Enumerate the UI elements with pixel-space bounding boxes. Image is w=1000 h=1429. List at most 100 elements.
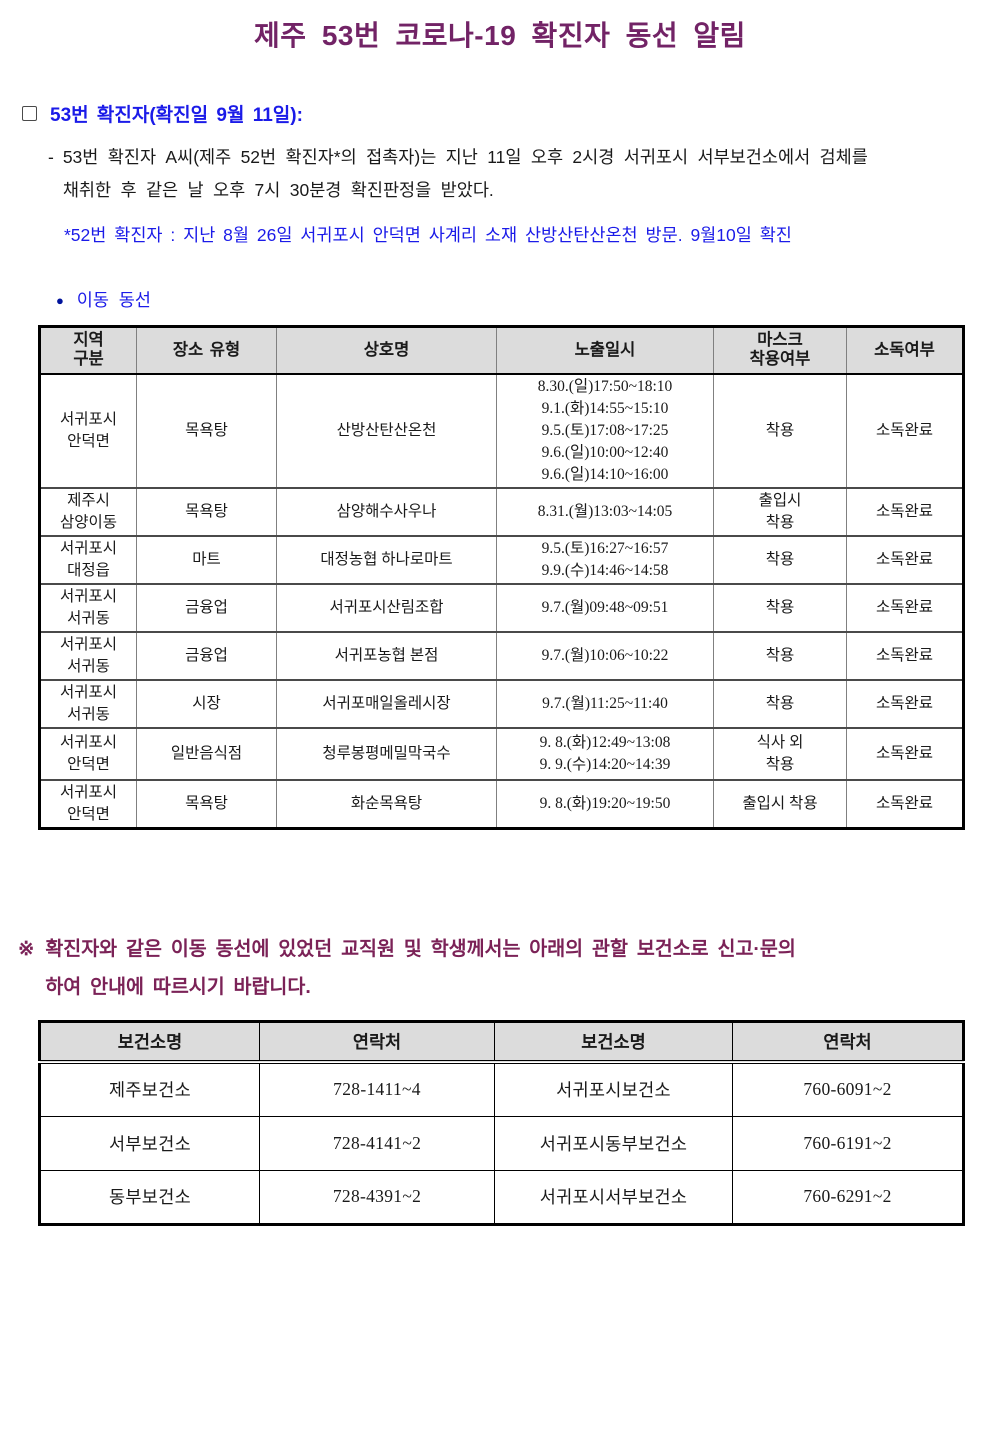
- reference-mark-icon: ※: [18, 937, 35, 960]
- document-page: { "title": "제주 53번 코로나-19 확진자 동선 알림", "c…: [0, 14, 1000, 1429]
- route-cell-mask: 출입시 착용: [713, 778, 847, 829]
- contact-center-name: 서귀포시보건소: [494, 1061, 733, 1117]
- contact-col-center-2: 보건소명: [494, 1020, 733, 1064]
- case-footnote: *52번 확진자 : 지난 8월 26일 서귀포시 안덕면 사계리 소재 산방산…: [64, 225, 792, 245]
- contact-col-phone-1: 연락처: [259, 1020, 495, 1064]
- route-cell-area: 서귀포시 안덕면: [39, 726, 137, 780]
- contact-phone: 760-6291~2: [732, 1169, 964, 1225]
- route-row: 서귀포시 서귀동 금융업 서귀포시산림조합 9.7.(월)09:48~09:51…: [39, 582, 964, 632]
- dash-marker: -: [48, 147, 54, 167]
- route-label-text: 이동 동선: [76, 290, 151, 310]
- contact-phone: 760-6091~2: [732, 1061, 964, 1117]
- route-cell-disinfect: 소독완료: [846, 486, 964, 536]
- contact-center-name: 서부보건소: [39, 1115, 260, 1171]
- case-heading: 53번 확진자(확진일 9월 11일):: [22, 100, 1000, 127]
- route-cell-name: 대정농협 하나로마트: [276, 534, 497, 584]
- route-cell-dates: 9. 8.(화)19:20~19:50: [496, 778, 714, 829]
- route-cell-type: 금융업: [136, 630, 277, 680]
- route-cell-disinfect: 소독완료: [846, 726, 964, 780]
- route-cell-name: 청루봉평메밀막국수: [276, 726, 497, 780]
- route-cell-disinfect: 소독완료: [846, 582, 964, 632]
- route-cell-disinfect: 소독완료: [846, 372, 964, 488]
- route-cell-dates: 9.5.(토)16:27~16:57 9.9.(수)14:46~14:58: [496, 534, 714, 584]
- route-cell-name: 서귀포매일올레시장: [276, 678, 497, 728]
- route-cell-dates: 8.30.(일)17:50~18:10 9.1.(화)14:55~15:10 9…: [496, 372, 714, 488]
- route-cell-mask: 착용: [713, 372, 847, 488]
- case-body: - 53번 확진자 A씨(제주 52번 확진자*의 접촉자)는 지난 11일 오…: [48, 141, 976, 207]
- route-col-area: 지역 구분: [39, 326, 137, 375]
- route-section-label: ● 이동 동선: [56, 287, 1000, 312]
- route-col-disinfect: 소독여부: [846, 326, 964, 375]
- route-cell-type: 목욕탕: [136, 778, 277, 829]
- route-cell-disinfect: 소독완료: [846, 678, 964, 728]
- route-cell-area: 제주시 삼양이동: [39, 486, 137, 536]
- route-row: 서귀포시 안덕면 목욕탕 산방산탄산온천 8.30.(일)17:50~18:10…: [39, 372, 964, 488]
- notice: ※ 확진자와 같은 이동 동선에 있었던 교직원 및 학생께서는 아래의 관할 …: [18, 930, 972, 1006]
- route-cell-area: 서귀포시 안덕면: [39, 372, 137, 488]
- route-cell-mask: 착용: [713, 630, 847, 680]
- route-cell-type: 시장: [136, 678, 277, 728]
- route-table: 지역 구분 장소 유형 상호명 노출일시 마스크 착용여부 소독여부 서귀포시 …: [38, 325, 965, 830]
- route-cell-type: 목욕탕: [136, 486, 277, 536]
- contact-row: 동부보건소 728-4391~2 서귀포시서부보건소 760-6291~2: [39, 1169, 964, 1225]
- route-cell-name: 산방산탄산온천: [276, 372, 497, 488]
- contact-phone: 728-4141~2: [259, 1115, 495, 1171]
- route-col-mask: 마스크 착용여부: [713, 326, 847, 375]
- contact-header-row: 보건소명 연락처 보건소명 연락처: [39, 1020, 964, 1064]
- route-cell-mask: 착용: [713, 582, 847, 632]
- route-cell-name: 화순목욕탕: [276, 778, 497, 829]
- checkbox-icon: [22, 106, 37, 121]
- route-cell-dates: 9.7.(월)10:06~10:22: [496, 630, 714, 680]
- route-cell-disinfect: 소독완료: [846, 534, 964, 584]
- route-col-type: 장소 유형: [136, 326, 277, 375]
- contact-center-name: 동부보건소: [39, 1169, 260, 1225]
- route-cell-name: 서귀포농협 본점: [276, 630, 497, 680]
- case-heading-label: 53번 확진자(확진일 9월 11일):: [50, 105, 303, 126]
- route-cell-mask: 식사 외 착용: [713, 726, 847, 780]
- route-cell-area: 서귀포시 안덕면: [39, 778, 137, 829]
- contact-phone: 728-4391~2: [259, 1169, 495, 1225]
- route-cell-mask: 착용: [713, 678, 847, 728]
- route-cell-name: 삼양해수사우나: [276, 486, 497, 536]
- route-row: 서귀포시 안덕면 일반음식점 청루봉평메밀막국수 9. 8.(화)12:49~1…: [39, 726, 964, 780]
- route-row: 서귀포시 서귀동 금융업 서귀포농협 본점 9.7.(월)10:06~10:22…: [39, 630, 964, 680]
- contact-row: 제주보건소 728-1411~4 서귀포시보건소 760-6091~2: [39, 1061, 964, 1117]
- route-cell-type: 일반음식점: [136, 726, 277, 780]
- route-cell-disinfect: 소독완료: [846, 778, 964, 829]
- route-cell-disinfect: 소독완료: [846, 630, 964, 680]
- route-cell-area: 서귀포시 서귀동: [39, 630, 137, 680]
- contact-center-name: 서귀포시동부보건소: [494, 1115, 733, 1171]
- contact-row: 서부보건소 728-4141~2 서귀포시동부보건소 760-6191~2: [39, 1115, 964, 1171]
- route-row: 서귀포시 안덕면 목욕탕 화순목욕탕 9. 8.(화)19:20~19:50 출…: [39, 778, 964, 829]
- route-cell-type: 금융업: [136, 582, 277, 632]
- route-cell-area: 서귀포시 서귀동: [39, 582, 137, 632]
- contact-center-name: 서귀포시서부보건소: [494, 1169, 733, 1225]
- route-col-dates: 노출일시: [496, 326, 714, 375]
- route-cell-area: 서귀포시 서귀동: [39, 678, 137, 728]
- route-cell-name: 서귀포시산림조합: [276, 582, 497, 632]
- route-cell-type: 목욕탕: [136, 372, 277, 488]
- route-col-name: 상호명: [276, 326, 497, 375]
- route-row: 서귀포시 대정읍 마트 대정농협 하나로마트 9.5.(토)16:27~16:5…: [39, 534, 964, 584]
- route-cell-dates: 9.7.(월)09:48~09:51: [496, 582, 714, 632]
- route-cell-area: 서귀포시 대정읍: [39, 534, 137, 584]
- contact-phone: 760-6191~2: [732, 1115, 964, 1171]
- route-cell-dates: 9.7.(월)11:25~11:40: [496, 678, 714, 728]
- route-cell-dates: 8.31.(월)13:03~14:05: [496, 486, 714, 536]
- page-title: 제주 53번 코로나-19 확진자 동선 알림: [254, 20, 746, 51]
- bullet-icon: ●: [56, 293, 64, 308]
- route-cell-mask: 착용: [713, 534, 847, 584]
- route-cell-mask: 출입시 착용: [713, 486, 847, 536]
- route-row: 제주시 삼양이동 목욕탕 삼양해수사우나 8.31.(월)13:03~14:05…: [39, 486, 964, 536]
- contact-phone: 728-1411~4: [259, 1061, 495, 1117]
- contact-col-phone-2: 연락처: [732, 1020, 964, 1064]
- route-row: 서귀포시 서귀동 시장 서귀포매일올레시장 9.7.(월)11:25~11:40…: [39, 678, 964, 728]
- case-body-text: 53번 확진자 A씨(제주 52번 확진자*의 접촉자)는 지난 11일 오후 …: [62, 147, 868, 200]
- contact-table: 보건소명 연락처 보건소명 연락처 제주보건소 728-1411~4 서귀포시보…: [38, 1019, 965, 1226]
- contact-col-center-1: 보건소명: [39, 1020, 260, 1064]
- route-cell-dates: 9. 8.(화)12:49~13:08 9. 9.(수)14:20~14:39: [496, 726, 714, 780]
- contact-center-name: 제주보건소: [39, 1061, 260, 1117]
- route-cell-type: 마트: [136, 534, 277, 584]
- notice-text: 확진자와 같은 이동 동선에 있었던 교직원 및 학생께서는 아래의 관할 보건…: [45, 937, 796, 998]
- route-header-row: 지역 구분 장소 유형 상호명 노출일시 마스크 착용여부 소독여부: [39, 326, 964, 375]
